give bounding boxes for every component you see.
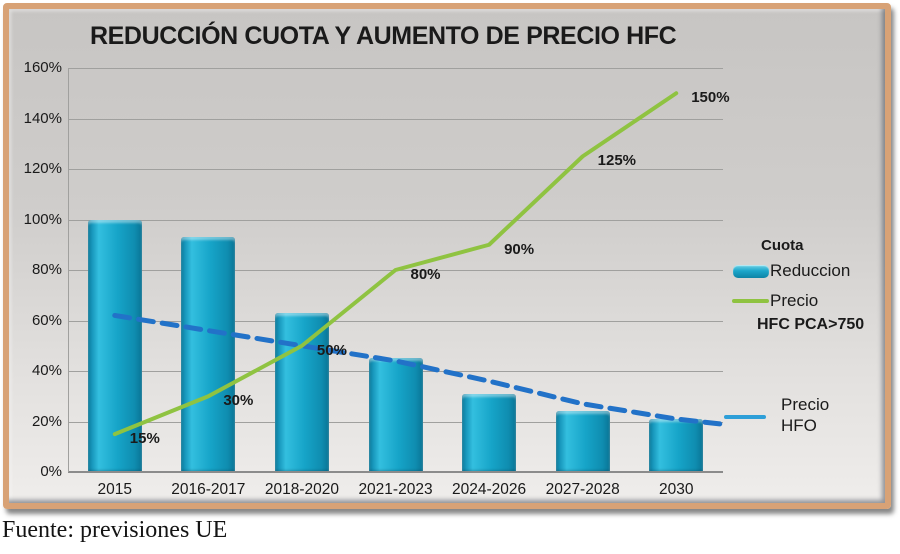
gridline — [68, 320, 723, 322]
y-axis-tick-label: 40% — [31, 362, 62, 379]
legend-reduccion-label: Reduccion — [770, 261, 851, 280]
source-note: Fuente: previsiones UE — [2, 517, 228, 543]
gridline — [68, 270, 723, 271]
gridline — [68, 118, 723, 120]
x-axis-category-label: 2016-2017 — [171, 481, 246, 498]
reduccion-bar — [274, 312, 329, 471]
legend-item-precio-hfc: Precio — [732, 291, 818, 311]
y-axis-line — [68, 68, 69, 472]
x-axis-category-label: 2024-2026 — [452, 481, 527, 498]
line-point-label: 90% — [504, 240, 535, 258]
legend-item-reduccion: Reduccion — [733, 261, 850, 281]
x-axis-category-label: 2015 — [97, 481, 133, 498]
y-axis-tick-label: 60% — [31, 311, 62, 329]
legend-hfo-label: Precio HFO — [781, 395, 830, 435]
hfo-line-swatch-icon — [724, 415, 766, 419]
x-axis-category-label: 2021-2023 — [358, 481, 433, 498]
x-axis-category-label: 2027-2028 — [545, 481, 620, 498]
y-axis-tick-label: 140% — [23, 109, 62, 127]
reduccion-bar — [368, 358, 423, 471]
reduccion-bar — [462, 393, 517, 471]
y-axis-tick-label: 120% — [23, 160, 62, 177]
reduccion-bar — [649, 418, 704, 471]
legend-precio-label: Precio — [770, 291, 819, 310]
gridline — [68, 471, 723, 473]
y-axis-tick-label: 100% — [23, 210, 62, 228]
line-point-label: 80% — [410, 266, 441, 283]
gridline — [68, 219, 723, 221]
y-axis-tick-label: 80% — [31, 261, 62, 278]
reduccion-bar-swatch-icon — [733, 264, 769, 278]
line-point-label: 30% — [223, 392, 254, 410]
hfc-line-swatch-icon — [732, 299, 769, 303]
y-axis-tick-label: 0% — [40, 463, 62, 480]
reduccion-bar — [555, 411, 610, 471]
legend-hfc-sublabel: HFC PCA>750 — [757, 316, 865, 333]
chart-title: REDUCCIÓN CUOTA Y AUMENTO DE PRECIO HFC — [90, 22, 677, 50]
line-point-label: 15% — [129, 430, 160, 448]
gridline — [68, 68, 723, 69]
legend-item-precio-hfo: Precio HFO — [724, 394, 829, 436]
legend-cuota-header: Cuota — [761, 237, 804, 254]
y-axis-tick-label: 20% — [31, 412, 62, 430]
y-axis-tick-label: 160% — [23, 59, 62, 76]
line-point-label: 125% — [597, 152, 637, 170]
reduccion-bar — [181, 237, 236, 471]
x-axis-category-label: 2018-2020 — [264, 481, 339, 498]
line-point-label: 50% — [316, 341, 347, 359]
x-axis-category-label: 2030 — [658, 481, 694, 498]
line-point-label: 150% — [691, 89, 730, 107]
